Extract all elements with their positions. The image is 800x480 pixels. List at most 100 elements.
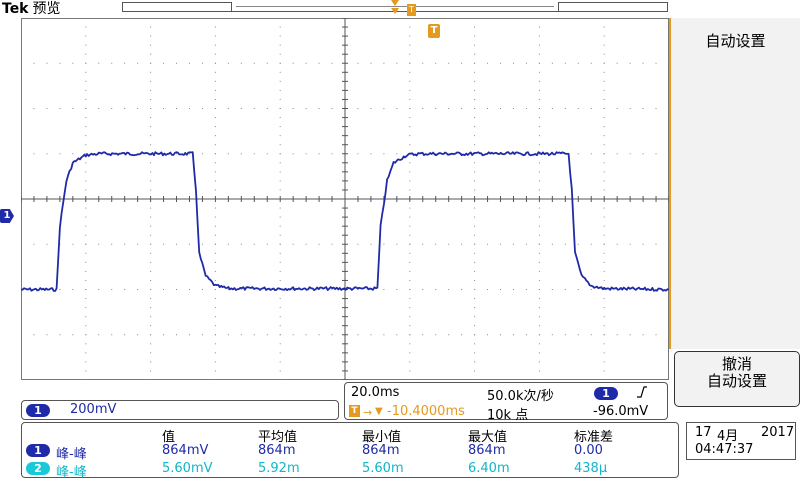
grid-dot xyxy=(526,108,527,109)
grid-dot xyxy=(85,235,86,236)
grid-dot xyxy=(604,343,605,344)
row1-max: 864m xyxy=(468,443,505,458)
grid-dot xyxy=(474,117,475,118)
grid-dot xyxy=(150,370,151,371)
grid-dot xyxy=(591,63,592,64)
grid-dot xyxy=(215,325,216,326)
grid-dot xyxy=(552,289,553,290)
grid-dot xyxy=(267,244,268,245)
undo-autoset-line1: 撤消 xyxy=(675,356,799,373)
grid-dot xyxy=(409,36,410,37)
grid-dot xyxy=(150,307,151,308)
grid-dot xyxy=(409,45,410,46)
grid-dot xyxy=(409,307,410,308)
grid-dot xyxy=(591,244,592,245)
grid-dot xyxy=(539,280,540,281)
grid-dot xyxy=(474,63,475,64)
grid-dot xyxy=(293,63,294,64)
trigger-position-marker[interactable]: T xyxy=(428,24,440,38)
grid-dot xyxy=(215,334,216,335)
grid-dot xyxy=(409,334,410,335)
grid-dot xyxy=(370,334,371,335)
grid-dot xyxy=(215,298,216,299)
grid-dot xyxy=(215,99,216,100)
undo-autoset-button[interactable]: 撤消 自动设置 xyxy=(674,351,800,407)
grid-dot xyxy=(604,135,605,136)
time-per-div: 20.0ms xyxy=(351,385,399,400)
grid-dot xyxy=(513,289,514,290)
grid-dot xyxy=(617,63,618,64)
grid-dot xyxy=(604,54,605,55)
grid-dot xyxy=(409,361,410,362)
grid-dot xyxy=(85,280,86,281)
grid-dot xyxy=(409,108,410,109)
grid-dot xyxy=(85,352,86,353)
grid-dot xyxy=(306,334,307,335)
measurement-table[interactable]: 值 平均值 最小值 最大值 标准差 1 峰-峰 864mV 864m 864m … xyxy=(21,422,679,478)
grid-dot xyxy=(656,244,657,245)
date-time-readout: 17 4月 2017 04:47:37 xyxy=(686,422,796,460)
grid-dot xyxy=(396,244,397,245)
grid-dot xyxy=(85,153,86,154)
ch1-ground-marker[interactable]: 1 xyxy=(0,209,14,223)
grid-dot xyxy=(137,108,138,109)
grid-dot xyxy=(267,63,268,64)
grid-dot xyxy=(85,226,86,227)
grid-dot xyxy=(150,208,151,209)
grid-dot xyxy=(409,343,410,344)
grid-dot xyxy=(215,244,216,245)
grid-dot xyxy=(241,63,242,64)
grid-dot xyxy=(280,135,281,136)
grid-dot xyxy=(215,162,216,163)
grid-dot xyxy=(215,27,216,28)
grid-dot xyxy=(33,153,34,154)
grid-dot xyxy=(111,108,112,109)
grid-dot xyxy=(474,343,475,344)
grid-dot xyxy=(409,171,410,172)
grid-dot xyxy=(409,208,410,209)
grid-dot xyxy=(150,298,151,299)
grid-dot xyxy=(604,99,605,100)
grid-dot xyxy=(409,289,410,290)
grid-dot xyxy=(461,244,462,245)
grid-dot xyxy=(280,298,281,299)
grid-dot xyxy=(280,81,281,82)
grid-dot xyxy=(422,244,423,245)
grid-dot xyxy=(293,244,294,245)
grid-dot xyxy=(280,54,281,55)
grid-dot xyxy=(539,144,540,145)
ch1-scale-readout[interactable]: 1 200mV xyxy=(21,400,339,420)
grid-dot xyxy=(539,380,540,381)
grid-dot xyxy=(21,108,22,109)
grid-dot xyxy=(85,298,86,299)
grid-dot xyxy=(85,361,86,362)
grid-dot xyxy=(202,63,203,64)
grid-dot xyxy=(306,153,307,154)
grid-dot xyxy=(396,108,397,109)
grid-dot xyxy=(552,63,553,64)
grid-dot xyxy=(85,162,86,163)
grid-dot xyxy=(565,289,566,290)
grid-dot xyxy=(500,244,501,245)
grid-dot xyxy=(215,171,216,172)
timebase-readout[interactable]: 20.0ms 50.0k次/秒 1 T → ▼ -10.4000ms 10k 点… xyxy=(344,382,668,420)
grid-dot xyxy=(228,108,229,109)
grid-dot xyxy=(85,108,86,109)
grid-dot xyxy=(215,189,216,190)
grid-dot xyxy=(215,289,216,290)
grid-dot xyxy=(215,180,216,181)
grid-dot xyxy=(85,289,86,290)
grid-dot xyxy=(176,153,177,154)
grid-dot xyxy=(280,361,281,362)
grid-dot xyxy=(539,54,540,55)
grid-dot xyxy=(124,63,125,64)
grid-dot xyxy=(604,72,605,73)
grid-dot xyxy=(630,244,631,245)
grid-dot xyxy=(215,370,216,371)
grid-dot xyxy=(228,334,229,335)
grid-dot xyxy=(46,153,47,154)
grid-dot xyxy=(150,343,151,344)
grid-dot xyxy=(33,63,34,64)
grid-dot xyxy=(189,334,190,335)
grid-dot xyxy=(85,45,86,46)
